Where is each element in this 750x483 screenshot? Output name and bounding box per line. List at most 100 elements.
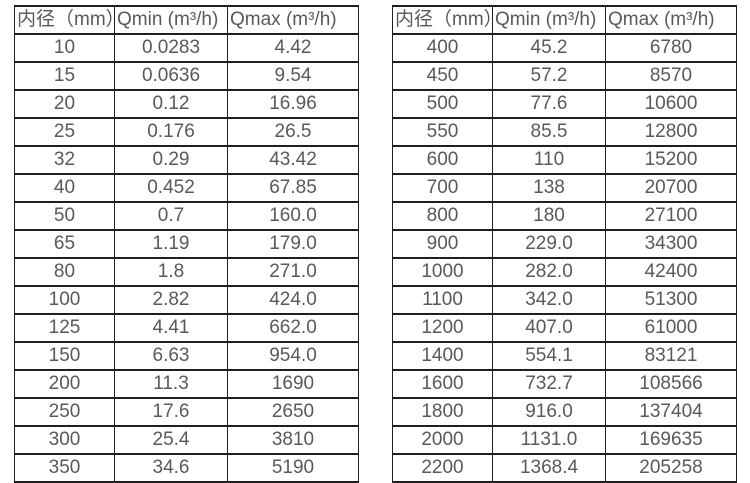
table-cell: 4.42 <box>227 33 359 63</box>
table-cell: 1200 <box>392 313 493 343</box>
table-cell: 1000 <box>392 257 493 287</box>
table-cell: 83121 <box>605 341 737 371</box>
table-row: 125 4.41 662.0 <box>14 313 359 343</box>
table-cell: 17.6 <box>114 397 228 427</box>
table-cell: 15 <box>14 61 115 91</box>
table-cell: 1400 <box>392 341 493 371</box>
column-header: Qmin (m³/h) <box>114 5 228 35</box>
table-cell: 250 <box>14 397 115 427</box>
table-cell: 600 <box>392 145 493 175</box>
table-cell: 1600 <box>392 369 493 399</box>
table-cell: 57.2 <box>492 61 606 91</box>
table-cell: 450 <box>392 61 493 91</box>
table-cell: 61000 <box>605 313 737 343</box>
table-cell: 2.82 <box>114 285 228 315</box>
table-cell: 0.176 <box>114 117 228 147</box>
table-cell: 350 <box>14 453 115 483</box>
table-cell: 12800 <box>605 117 737 147</box>
table-row: 1800 916.0 137404 <box>392 397 737 427</box>
table-cell: 80 <box>14 257 115 287</box>
table-cell: 15200 <box>605 145 737 175</box>
table-row: 15 0.0636 9.54 <box>14 61 359 91</box>
table-row: 450 57.2 8570 <box>392 61 737 91</box>
table-cell: 1368.4 <box>492 453 606 483</box>
table-cell: 0.0636 <box>114 61 228 91</box>
table-cell: 20700 <box>605 173 737 203</box>
table-row: 250 17.6 2650 <box>14 397 359 427</box>
table-cell: 205258 <box>605 453 737 483</box>
table-cell: 0.29 <box>114 145 228 175</box>
table-cell: 8570 <box>605 61 737 91</box>
column-header: Qmax (m³/h) <box>227 5 359 35</box>
column-header: 内径（mm） <box>14 5 115 35</box>
table-cell: 400 <box>392 33 493 63</box>
table-cell: 1.8 <box>114 257 228 287</box>
table-cell: 424.0 <box>227 285 359 315</box>
table-cell: 45.2 <box>492 33 606 63</box>
table-row: 100 2.82 424.0 <box>14 285 359 315</box>
table-row: 32 0.29 43.42 <box>14 145 359 175</box>
table-cell: 0.452 <box>114 173 228 203</box>
table-cell: 954.0 <box>227 341 359 371</box>
table-cell: 282.0 <box>492 257 606 287</box>
table-cell: 34.6 <box>114 453 228 483</box>
table-row: 600 110 15200 <box>392 145 737 175</box>
table-cell: 51300 <box>605 285 737 315</box>
table-row: 300 25.4 3810 <box>14 425 359 455</box>
table-row: 550 85.5 12800 <box>392 117 737 147</box>
table-row: 900 229.0 34300 <box>392 229 737 259</box>
table-cell: 800 <box>392 201 493 231</box>
table-cell: 0.12 <box>114 89 228 119</box>
table-row: 40 0.452 67.85 <box>14 173 359 203</box>
table-cell: 6780 <box>605 33 737 63</box>
table-cell: 67.85 <box>227 173 359 203</box>
table-cell: 25.4 <box>114 425 228 455</box>
table-cell: 85.5 <box>492 117 606 147</box>
table-cell: 43.42 <box>227 145 359 175</box>
table-cell: 5190 <box>227 453 359 483</box>
table-cell: 342.0 <box>492 285 606 315</box>
table-cell: 200 <box>14 369 115 399</box>
table-cell: 0.0283 <box>114 33 228 63</box>
table-cell: 77.6 <box>492 89 606 119</box>
table-cell: 150 <box>14 341 115 371</box>
table-cell: 32 <box>14 145 115 175</box>
table-row: 65 1.19 179.0 <box>14 229 359 259</box>
table-row: 350 34.6 5190 <box>14 453 359 483</box>
table-cell: 2650 <box>227 397 359 427</box>
table-cell: 1131.0 <box>492 425 606 455</box>
table-cell: 138 <box>492 173 606 203</box>
table-cell: 229.0 <box>492 229 606 259</box>
table-cell: 1100 <box>392 285 493 315</box>
table-cell: 169635 <box>605 425 737 455</box>
table-row: 1400 554.1 83121 <box>392 341 737 371</box>
table-row: 700 138 20700 <box>392 173 737 203</box>
table-row: 1100 342.0 51300 <box>392 285 737 315</box>
table-cell: 137404 <box>605 397 737 427</box>
table-cell: 16.96 <box>227 89 359 119</box>
table-cell: 160.0 <box>227 201 359 231</box>
table-cell: 0.7 <box>114 201 228 231</box>
table-cell: 1690 <box>227 369 359 399</box>
table-cell: 500 <box>392 89 493 119</box>
table-cell: 26.5 <box>227 117 359 147</box>
table-cell: 300 <box>14 425 115 455</box>
table-row: 200 11.3 1690 <box>14 369 359 399</box>
flow-table-large-diameters: 内径（mm） Qmin (m³/h) Qmax (m³/h) 400 45.2 6780 4… <box>392 5 737 483</box>
table-cell: 108566 <box>605 369 737 399</box>
header-row: 内径（mm） Qmin (m³/h) Qmax (m³/h) <box>392 5 737 35</box>
table-cell: 271.0 <box>227 257 359 287</box>
table-cell: 10600 <box>605 89 737 119</box>
table-row: 2000 1131.0 169635 <box>392 425 737 455</box>
table-cell: 125 <box>14 313 115 343</box>
table-cell: 10 <box>14 33 115 63</box>
table-cell: 732.7 <box>492 369 606 399</box>
table-row: 1000 282.0 42400 <box>392 257 737 287</box>
table-cell: 25 <box>14 117 115 147</box>
table-row: 1600 732.7 108566 <box>392 369 737 399</box>
column-header: 内径（mm） <box>392 5 493 35</box>
table-row: 400 45.2 6780 <box>392 33 737 63</box>
table-cell: 700 <box>392 173 493 203</box>
table-row: 50 0.7 160.0 <box>14 201 359 231</box>
